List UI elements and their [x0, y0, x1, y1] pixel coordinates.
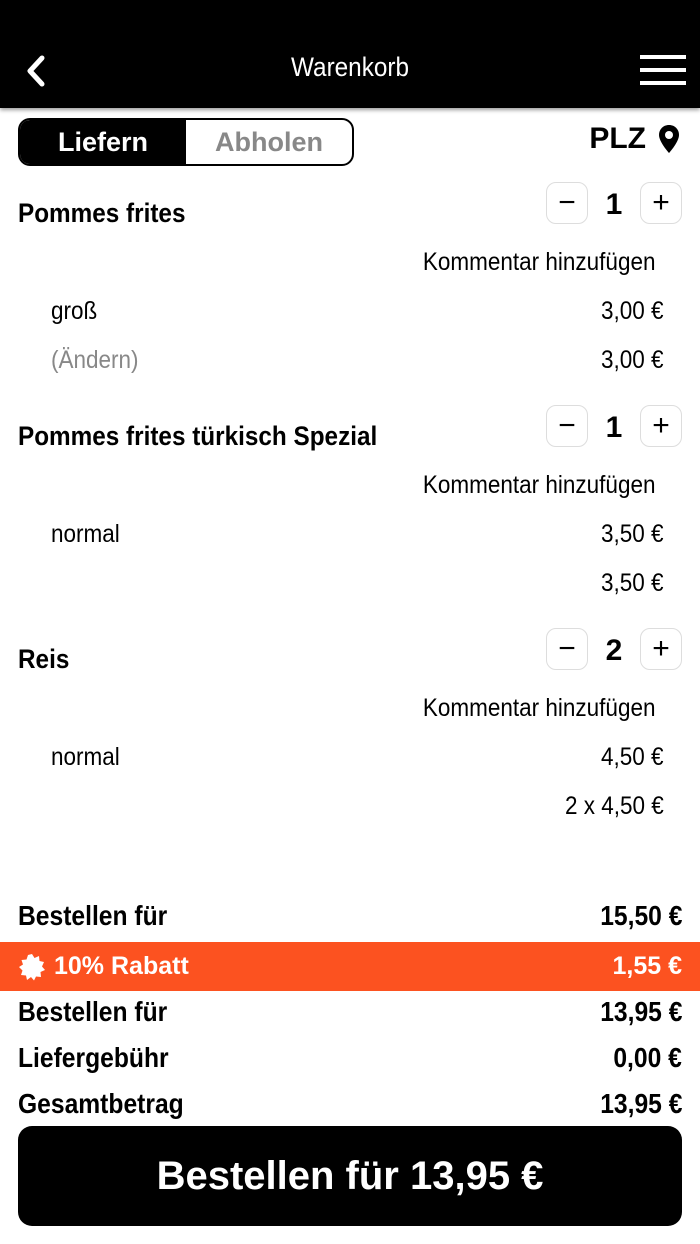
item-name: Pommes frites: [18, 198, 186, 228]
subtotal-row: Bestellen für 15,50 €: [18, 900, 682, 932]
discount-label: 10% Rabatt: [54, 952, 189, 980]
discount-badge-icon: [19, 953, 45, 980]
item-option: groß: [51, 297, 98, 325]
item-total: 3,50 €: [601, 569, 664, 597]
page-title: Warenkorb: [291, 52, 409, 82]
discount-row: 10% Rabatt 1,55 €: [0, 942, 700, 991]
hamburger-menu-icon[interactable]: [640, 55, 686, 85]
decrease-button[interactable]: −: [546, 628, 588, 670]
cart-item: Pommes frites − 1 + Kommentar hinzufügen…: [0, 182, 700, 421]
plz-button[interactable]: PLZ: [589, 122, 680, 156]
item-name: Pommes frites türkisch Spezial: [18, 421, 378, 451]
item-quantity: 1: [605, 188, 623, 221]
delivery-fee-row: Liefergebühr 0,00 €: [18, 1042, 682, 1074]
location-pin-icon: [659, 125, 679, 153]
item-total: 2 x 4,50 €: [565, 792, 664, 820]
discount-value: 1,55 €: [612, 952, 682, 980]
grand-total-row: Gesamtbetrag 13,95 €: [18, 1088, 682, 1120]
subtotal-value: 15,50 €: [599, 900, 682, 931]
increase-button[interactable]: +: [640, 405, 682, 447]
grand-total-value: 13,95 €: [599, 1088, 682, 1119]
add-comment-link[interactable]: Kommentar hinzufügen: [422, 694, 655, 722]
after-discount-label: Bestellen für: [18, 996, 168, 1027]
item-option: normal: [51, 743, 120, 771]
delivery-fee-label: Liefergebühr: [18, 1042, 169, 1073]
tab-pickup[interactable]: Abholen: [215, 126, 323, 157]
increase-button[interactable]: +: [640, 182, 682, 224]
option-price: 3,00 €: [601, 297, 664, 325]
delivery-mode-toggle: Liefern Abholen: [18, 118, 354, 166]
cart-item: Reis − 2 + Kommentar hinzufügen normal 4…: [0, 628, 700, 867]
option-price: 4,50 €: [601, 743, 664, 771]
subtotal-label: Bestellen für: [18, 900, 168, 931]
after-discount-row: Bestellen für 13,95 €: [18, 996, 682, 1028]
grand-total-label: Gesamtbetrag: [18, 1088, 184, 1119]
item-name: Reis: [18, 644, 70, 674]
add-comment-link[interactable]: Kommentar hinzufügen: [422, 248, 655, 276]
order-button[interactable]: Bestellen für 13,95 €: [18, 1126, 682, 1226]
option-price: 3,50 €: [601, 520, 664, 548]
item-quantity: 2: [605, 634, 623, 667]
delivery-fee-value: 0,00 €: [613, 1042, 682, 1073]
item-quantity: 1: [605, 411, 623, 444]
item-option: normal: [51, 520, 120, 548]
decrease-button[interactable]: −: [546, 405, 588, 447]
cart-item: Pommes frites türkisch Spezial − 1 + Kom…: [0, 405, 700, 644]
increase-button[interactable]: +: [640, 628, 682, 670]
item-total: 3,00 €: [601, 346, 664, 374]
change-link[interactable]: (Ändern): [51, 346, 139, 374]
after-discount-value: 13,95 €: [599, 996, 682, 1027]
plz-label: PLZ: [589, 122, 646, 155]
header: Warenkorb: [0, 0, 700, 108]
back-arrow-icon[interactable]: [22, 54, 52, 88]
decrease-button[interactable]: −: [546, 182, 588, 224]
tab-deliver[interactable]: Liefern: [20, 120, 186, 164]
add-comment-link[interactable]: Kommentar hinzufügen: [422, 471, 655, 499]
